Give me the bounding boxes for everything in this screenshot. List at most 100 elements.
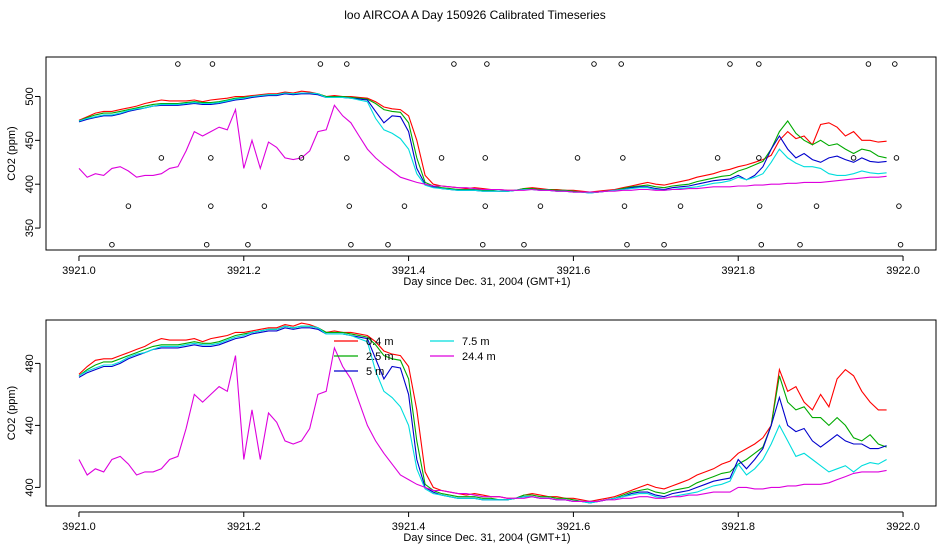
bottom-x-tick-label: 3921.2 — [227, 521, 261, 533]
bottom-x-tick-label: 3921.4 — [392, 521, 426, 533]
top-y-tick-label: 350 — [24, 219, 36, 237]
bottom-series-group — [78, 322, 887, 504]
sample-marker — [245, 241, 251, 248]
sample-marker — [591, 61, 597, 67]
top-x-axis-label: Day since Dec. 31, 2004 (GMT+1) — [403, 276, 570, 288]
top-x-axis: 3921.0 3921.2 3921.4 3921.6 3921.8 3922.0 Day … — [62, 255, 920, 288]
sample-marker — [401, 203, 408, 209]
bottom-series-line-4 — [78, 346, 887, 502]
sample-marker — [850, 155, 857, 161]
sample-marker — [892, 61, 898, 67]
bottom-y-axis-label: CO2 (ppm) — [6, 386, 18, 440]
legend-item: 5 m — [334, 366, 384, 378]
sample-marker — [797, 241, 803, 248]
bottom-series-line-1 — [78, 325, 887, 502]
sample-marker — [896, 203, 902, 209]
sample-marker — [438, 155, 445, 161]
top-x-tick-label: 3921.4 — [392, 265, 426, 277]
sample-marker — [574, 155, 581, 161]
sample-marker — [521, 241, 527, 248]
sample-marker — [624, 241, 630, 248]
top-series-line-0 — [78, 90, 887, 193]
top-x-tick-label: 3921.6 — [557, 265, 591, 277]
sample-marker — [298, 155, 305, 161]
legend-label: 5 m — [366, 366, 384, 378]
legend-item: 7.5 m — [430, 336, 490, 348]
sample-marker — [208, 203, 214, 209]
sample-marker — [385, 241, 391, 248]
legend-label: 2.5 m — [366, 351, 394, 363]
sample-marker — [482, 155, 488, 161]
sample-marker — [451, 61, 457, 67]
sample-marker — [209, 61, 216, 67]
sample-marker — [208, 155, 214, 161]
sample-marker — [727, 61, 733, 67]
legend-label: 7.5 m — [462, 336, 490, 348]
sample-marker — [175, 61, 181, 67]
sample-marker — [203, 241, 210, 248]
bottom-y-tick-label: 480 — [24, 354, 36, 372]
top-x-tick-label: 3921.2 — [227, 265, 261, 277]
sample-marker — [758, 241, 765, 248]
top-y-tick-label: 450 — [24, 131, 36, 149]
bottom-y-axis: 400 440 480 CO2 (ppm) — [6, 354, 41, 497]
sample-marker — [484, 61, 490, 67]
legend-item: 24.4 m — [430, 351, 496, 363]
top-series-line-3 — [78, 92, 887, 194]
sample-marker — [344, 61, 350, 67]
legend-label: 24.4 m — [462, 351, 496, 363]
legend-label: 0.4 m — [366, 336, 394, 348]
bottom-x-tick-label: 3921.8 — [721, 521, 755, 533]
top-series-line-1 — [78, 92, 887, 193]
sample-marker — [158, 155, 165, 161]
bottom-x-axis: 3921.0 3921.2 3921.4 3921.6 3921.8 3922.0 Day … — [62, 511, 920, 544]
top-y-axis: 350 400 450 500 CO2 (ppm) — [6, 87, 41, 237]
sample-marker — [714, 155, 721, 161]
top-plot-frame — [45, 56, 937, 251]
sample-marker — [756, 203, 763, 209]
sample-marker — [348, 241, 354, 248]
top-series-line-4 — [78, 104, 887, 193]
sample-marker — [621, 203, 628, 209]
bottom-plot-frame — [45, 319, 937, 507]
sample-marker — [618, 61, 624, 67]
sample-marker — [756, 155, 762, 161]
sample-marker — [677, 203, 684, 209]
top-y-tick-label: 500 — [24, 87, 36, 105]
sample-marker — [109, 241, 115, 248]
sample-marker — [865, 61, 872, 67]
legend-item: 2.5 m — [334, 351, 394, 363]
bottom-y-tick-label: 400 — [24, 478, 36, 496]
sample-marker — [344, 155, 350, 161]
sample-marker — [125, 203, 132, 209]
sample-marker — [893, 155, 900, 161]
bottom-x-tick-label: 3922.0 — [886, 521, 920, 533]
top-series-line-2 — [78, 93, 887, 194]
sample-marker — [897, 241, 904, 248]
top-y-axis-label: CO2 (ppm) — [6, 126, 18, 180]
bottom-panel: 3921.0 3921.2 3921.4 3921.6 3921.8 3922.0 Day … — [6, 319, 937, 544]
bottom-series-line-3 — [78, 325, 887, 504]
bottom-x-tick-label: 3921.6 — [557, 521, 591, 533]
top-series-group — [78, 90, 887, 194]
sample-marker — [261, 203, 268, 209]
top-x-tick-label: 3921.0 — [62, 265, 96, 277]
bottom-series-line-0 — [78, 322, 887, 502]
bottom-x-tick-label: 3921.0 — [62, 521, 96, 533]
sample-marker — [346, 203, 353, 209]
top-x-tick-label: 3921.8 — [721, 265, 755, 277]
sample-marker — [661, 241, 667, 248]
bottom-y-tick-label: 440 — [24, 416, 36, 434]
bottom-x-axis-label: Day since Dec. 31, 2004 (GMT+1) — [403, 532, 570, 544]
chart-title: loo AIRCOA A Day 150926 Calibrated Times… — [344, 8, 606, 22]
top-panel: 3921.0 3921.2 3921.4 3921.6 3921.8 3922.0 Day … — [6, 56, 937, 288]
top-x-tick-label: 3922.0 — [886, 265, 920, 277]
sample-marker — [620, 155, 626, 161]
sample-marker — [813, 203, 820, 209]
sample-marker — [317, 61, 324, 67]
top-y-tick-label: 400 — [24, 175, 36, 193]
sample-marker — [480, 241, 486, 248]
legend: 0.4 m 2.5 m 5 m 7.5 m 24.4 m — [334, 336, 496, 378]
sample-marker — [482, 203, 488, 209]
